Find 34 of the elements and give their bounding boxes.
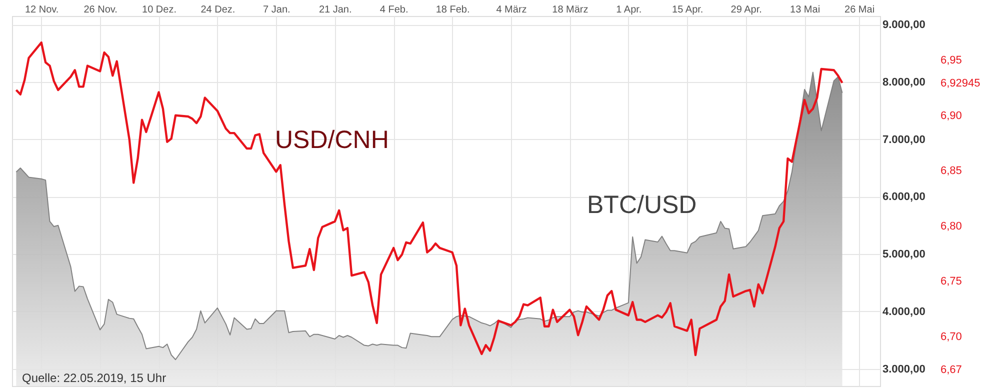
series-label: USD/CNH: [275, 126, 389, 154]
x-tick-label: 4 März: [496, 4, 527, 16]
x-tick-label: 21 Jan.: [318, 4, 352, 16]
annotation: Quelle: 22.05.2019, 15 Uhr: [22, 371, 166, 385]
y2-tick-label: 6,80: [940, 220, 962, 232]
y2-tick-label: 6,75: [940, 276, 962, 288]
x-tick-label: 26 Mai: [844, 4, 875, 16]
y2-tick-label: 6,95: [940, 54, 962, 67]
x-tick-label: 15 Apr.: [672, 4, 704, 16]
y-tick-label: 9.000,00: [882, 19, 926, 32]
y-tick-label: 6.000,00: [882, 191, 926, 204]
x-tick-label: 24 Dez.: [200, 4, 236, 16]
x-tick-label: 10 Dez.: [142, 4, 176, 16]
x-tick-label: 4 Feb.: [380, 4, 408, 16]
x-tick-label: 13 Mai: [790, 4, 820, 16]
y-tick-label: 4.000,00: [882, 306, 926, 318]
y2-tick-label: 6,90: [940, 110, 962, 122]
x-tick-label: 1 Apr.: [616, 4, 642, 16]
y2-tick-label: 6,92945: [940, 77, 980, 90]
y2-tick-label: 6,70: [940, 330, 962, 343]
series-label: BTC/USD: [587, 191, 697, 219]
y2-tick-label: 6,85: [940, 165, 962, 178]
x-tick-label: 29 Apr.: [730, 4, 762, 16]
y2-tick-label: 6,67: [940, 364, 962, 376]
y-tick-label: 3.000,00: [882, 363, 926, 376]
x-tick-label: 12 Nov.: [24, 4, 59, 16]
x-tick-label: 18 Feb.: [436, 4, 470, 16]
x-tick-label: 18 März: [552, 4, 588, 16]
y-tick-label: 8.000,00: [882, 76, 926, 88]
line-series: [15, 41, 844, 356]
x-tick-label: 7 Jan.: [263, 4, 290, 16]
y-tick-label: 7.000,00: [882, 134, 926, 146]
x-tick-label: 26 Nov.: [84, 4, 118, 16]
y-tick-label: 5.000,00: [882, 248, 926, 261]
